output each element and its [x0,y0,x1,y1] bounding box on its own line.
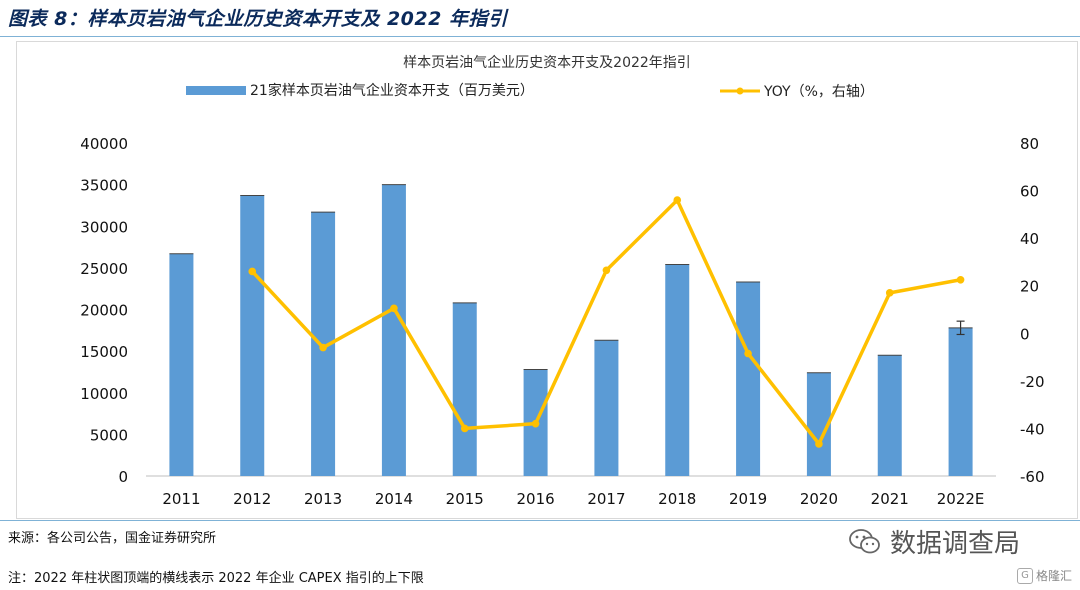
yoy-point [815,440,823,448]
bar [452,302,477,476]
y-left-tick-label: 30000 [80,218,128,236]
yoy-point [956,275,965,284]
y-right-tick-label: -60 [1020,468,1045,486]
x-tick-label: 2011 [162,490,200,508]
legend: 21家样本页岩油气企业资本开支（百万美元） YOY（%，右轴） [186,82,874,100]
bar [169,253,194,476]
x-tick-label: 2014 [375,490,413,508]
yoy-point [460,424,469,433]
source-text: 来源：各公司公告，国金证券研究所 [8,531,217,546]
watermark: 数据调查局 [848,523,1020,560]
x-tick-label: 2020 [800,490,838,508]
legend-bar-swatch [186,86,246,95]
y-right-tick-label: 0 [1020,325,1030,343]
bar [665,264,690,476]
x-tick-label: 2017 [587,490,625,508]
yoy-point [885,289,894,297]
y-right-tick-label: -40 [1020,420,1045,438]
bar [381,184,406,476]
chart-title: 样本页岩油气企业历史资本开支及2022年指引 [403,54,691,71]
yoy-point [744,349,752,358]
y-left-tick-label: 15000 [80,343,128,361]
capex-chart: 样本页岩油气企业历史资本开支及2022年指引 21家样本页岩油气企业资本开支（百… [16,41,1078,519]
error-bars [956,320,965,336]
y-left-tick-label: 40000 [80,135,128,153]
yoy-point [531,419,540,428]
watermark-text: 数据调查局 [890,529,1021,559]
x-tick-label: 2013 [304,490,342,508]
bottom-divider [0,520,1080,521]
bar [877,355,902,476]
x-tick-label: 2019 [729,490,767,508]
x-tick-label: 2018 [658,490,696,508]
y-right-tick-label: 40 [1020,230,1039,248]
y-right-tick-label: 20 [1020,278,1039,296]
y-right-tick-label: -20 [1020,373,1045,391]
x-tick-label: 2021 [871,490,909,508]
x-tick-label: 2016 [516,490,554,508]
gelonghui-logo: G 格隆汇 [1016,567,1072,584]
legend-line-marker [736,87,744,95]
title-divider [0,36,1080,37]
x-tick-label: 2015 [446,490,484,508]
gelonghui-logo-icon: G [1016,567,1033,584]
axes: 0 5000 10000 15000 20000 25000 30000 35000 40000… [80,135,1044,508]
bar [948,327,973,476]
yoy-point [390,304,398,313]
yoy-line-series [248,196,965,448]
legend-line-label: YOY（%，右轴） [763,84,874,100]
chart-area: 样本页岩油气企业历史资本开支及2022年指引 21家样本页岩油气企业资本开支（百… [16,41,1078,519]
x-tick-label: 2012 [233,490,271,508]
gelonghui-logo-text: 格隆汇 [1035,569,1072,583]
y-left-tick-label: 25000 [80,260,128,278]
y-left-tick-label: 5000 [90,426,128,444]
yoy-point [602,266,611,275]
bar-series [169,184,973,476]
figure-title: 图表 8：样本页岩油气企业历史资本开支及 2022 年指引 [8,8,508,30]
wechat-icon [849,528,880,553]
y-left-tick-label: 35000 [80,177,128,195]
y-right-tick-label: 60 [1020,183,1039,201]
bar [594,340,619,476]
y-left-tick-label: 20000 [80,302,128,320]
legend-bar-label: 21家样本页岩油气企业资本开支（百万美元） [250,82,534,99]
bar [736,282,761,476]
y-left-tick-label: 10000 [80,385,128,403]
yoy-point [673,196,682,204]
y-right-tick-label: 80 [1020,135,1039,153]
yoy-point [319,343,327,352]
bar [240,195,265,476]
yoy-point [248,267,257,276]
note-text: 注：2022 年柱状图顶端的横线表示 2022 年企业 CAPEX 指引的上下限 [8,571,424,586]
x-tick-label: 2022E [937,490,985,508]
y-left-tick-label: 0 [118,468,128,486]
